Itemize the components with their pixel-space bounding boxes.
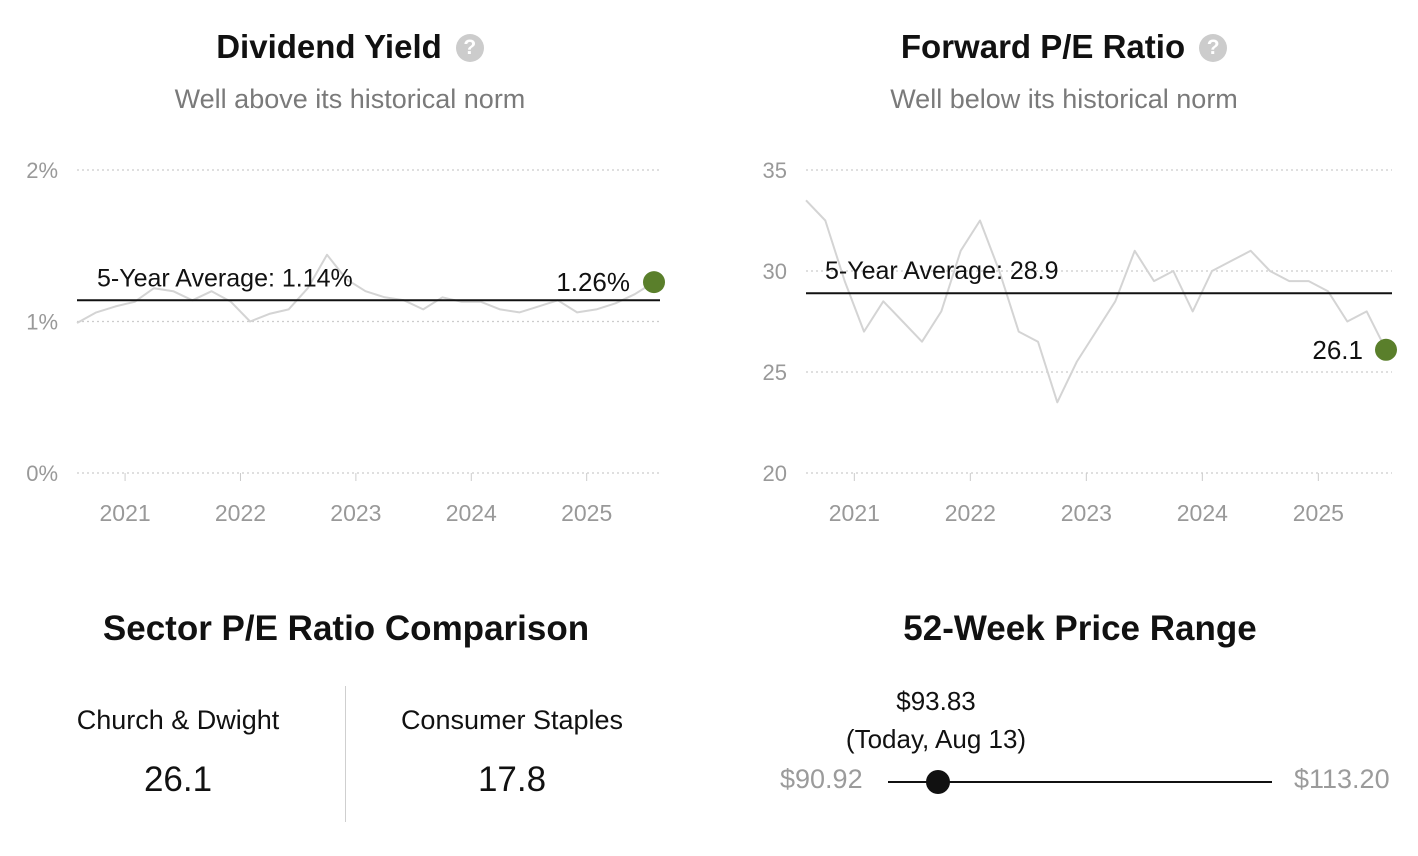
dividend-yield-subtitle: Well above its historical norm: [174, 84, 526, 114]
y-tick-label: 35: [763, 158, 787, 183]
range-low: $90.92: [780, 764, 863, 794]
dividend-yield-chart: 0% 1% 2% 2021 2022 2023 2024 2025 5-Year Average…: [26, 158, 665, 526]
x-tick-label: 2025: [1293, 500, 1344, 526]
sector-pe-title: Sector P/E Ratio Comparison: [102, 609, 590, 648]
current-value-label: 1.26%: [556, 267, 630, 297]
current-price-marker[interactable]: [926, 770, 950, 794]
x-tick-label: 2021: [829, 500, 880, 526]
y-tick-label: 1%: [26, 310, 58, 335]
forward-pe-title: Forward P/E Ratio?: [710, 28, 1418, 66]
y-tick-label: 25: [763, 360, 787, 385]
y-tick-label: 20: [763, 461, 787, 486]
series-line: [805, 199, 1387, 404]
x-tick-label: 2025: [561, 500, 612, 526]
x-tick-label: 2022: [215, 500, 266, 526]
sector-pe-value: 17.8: [477, 760, 547, 799]
company-label: Church & Dwight: [76, 705, 280, 735]
x-tick-label: 2024: [446, 500, 497, 526]
x-tick-label: 2022: [945, 500, 996, 526]
company-pe-value: 26.1: [143, 760, 213, 799]
sector-label: Consumer Staples: [400, 705, 624, 735]
x-tick-label: 2023: [1061, 500, 1112, 526]
comparison-divider: [345, 686, 346, 822]
forward-pe-subtitle: Well below its historical norm: [890, 84, 1238, 114]
x-tick-label: 2024: [1177, 500, 1228, 526]
current-date: (Today, Aug 13): [845, 724, 1027, 754]
range-track: [888, 781, 1272, 783]
x-tick-label: 2023: [330, 500, 381, 526]
current-value-label: 26.1: [1312, 335, 1363, 365]
average-label: 5-Year Average: 1.14%: [97, 264, 353, 292]
y-tick-label: 30: [763, 259, 787, 284]
dividend-yield-title: Dividend Yield?: [0, 28, 700, 66]
forward-pe-panel: Forward P/E Ratio? Well below its histor…: [710, 0, 1418, 540]
help-icon[interactable]: ?: [455, 34, 484, 62]
range-high: $113.20: [1294, 764, 1390, 794]
forward-pe-title-text: Forward P/E Ratio: [900, 28, 1186, 65]
y-tick-label: 2%: [26, 158, 58, 183]
x-tick-label: 2021: [99, 500, 150, 526]
dividend-yield-title-text: Dividend Yield: [216, 28, 442, 65]
help-icon[interactable]: ?: [1199, 34, 1228, 62]
price-range-title: 52-Week Price Range: [903, 609, 1257, 648]
current-value-dot: [1375, 338, 1397, 361]
current-price: $93.83: [896, 686, 976, 716]
dividend-yield-panel: Dividend Yield? Well above its historica…: [0, 0, 700, 540]
current-value-dot: [643, 271, 665, 294]
y-tick-label: 0%: [26, 461, 58, 486]
average-label: 5-Year Average: 28.9: [825, 257, 1059, 285]
